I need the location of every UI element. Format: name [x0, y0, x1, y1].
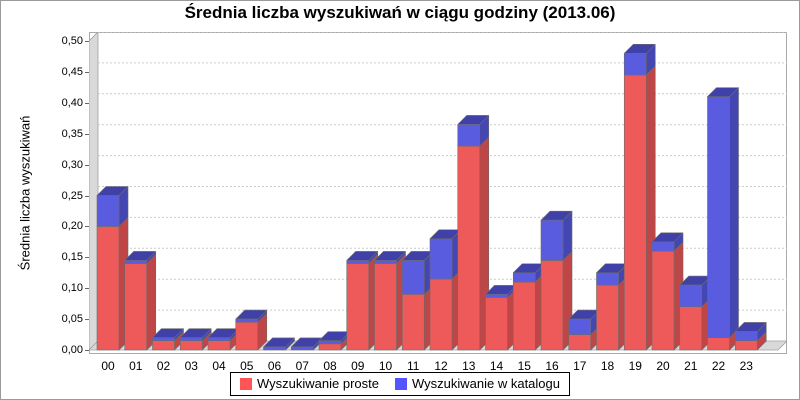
bar-12: [429, 229, 462, 351]
x-tick-label: 23: [739, 359, 753, 373]
bar-18: [596, 263, 628, 351]
x-tick-label: 15: [517, 359, 531, 373]
y-tick-mark: [85, 257, 89, 259]
legend-label: Wyszukiwanie w katalogu: [411, 376, 560, 391]
y-tick-label: 0,30: [61, 158, 83, 171]
bar-22: [707, 87, 739, 351]
x-tick-label: 06: [267, 359, 282, 373]
legend-item-katalog: Wyszukiwanie w katalogu: [394, 376, 560, 391]
y-tick-mark: [85, 133, 89, 135]
y-tick-label: 0,25: [61, 189, 83, 202]
bar-14: [485, 285, 517, 351]
x-tick-label: 22: [711, 359, 726, 373]
y-tick-label: 0,15: [61, 251, 83, 264]
bar-09: [346, 251, 379, 351]
legend-swatch-red: [240, 378, 252, 390]
y-tick-mark: [85, 350, 89, 351]
y-axis-title: Średnia liczba wyszukiwań: [17, 115, 33, 271]
y-tick-label: 0,40: [61, 96, 83, 109]
y-tick-mark: [85, 319, 89, 321]
bar-21: [679, 275, 712, 351]
x-tick-label: 05: [240, 359, 254, 373]
x-tick-label: 01: [129, 359, 143, 373]
bar-19: [623, 44, 656, 351]
y-tick-label: 0,35: [61, 127, 83, 140]
x-tick-label: 12: [434, 359, 448, 373]
bar-20: [651, 232, 684, 351]
x-tick-label: 08: [323, 359, 337, 373]
bar-10: [374, 251, 406, 351]
y-tick-mark: [85, 41, 89, 42]
y-tick-label: 0,05: [61, 313, 83, 326]
x-tick-label: 14: [489, 359, 504, 373]
y-tick-label: 0,45: [61, 65, 83, 78]
plot-area: [89, 32, 787, 354]
bar-13: [457, 115, 490, 351]
y-tick-label: 0,20: [61, 220, 83, 233]
x-tick-label: 11: [407, 359, 420, 373]
y-tick-mark: [85, 102, 89, 104]
x-tick-label: 10: [378, 359, 393, 373]
y-tick-label: 0,10: [61, 282, 83, 295]
y-tick-mark: [85, 195, 89, 197]
x-tick-label: 04: [212, 359, 226, 373]
bar-01: [124, 251, 157, 351]
y-tick-mark: [85, 226, 89, 228]
y-tick-mark: [85, 71, 89, 73]
y-tick-mark: [85, 288, 89, 290]
legend-label: Wyszukiwanie proste: [257, 376, 379, 391]
x-tick-label: 07: [295, 359, 309, 373]
bar-02: [152, 328, 184, 351]
y-tick-mark: [85, 164, 89, 166]
x-tick-label: 21: [684, 359, 698, 373]
x-tick-label: 17: [573, 359, 587, 373]
bar-06: [263, 337, 295, 351]
bar-05: [235, 309, 268, 351]
x-tick-label: 18: [600, 359, 615, 373]
bar-11: [401, 251, 434, 351]
legend: Wyszukiwanie proste Wyszukiwanie w katal…: [230, 372, 570, 396]
legend-swatch-blue: [394, 378, 407, 390]
x-tick-label: 13: [462, 359, 476, 373]
y-tick-label: 0,00: [61, 344, 83, 356]
x-tick-label: 02: [156, 359, 171, 373]
bar-17: [568, 309, 601, 351]
x-tick-label: 03: [184, 359, 198, 373]
x-tick-label: 00: [101, 359, 115, 373]
x-tick-label: 09: [351, 359, 365, 373]
x-tick-label: 20: [656, 359, 670, 373]
chart-title: Średnia liczba wyszukiwań w ciągu godzin…: [184, 3, 616, 22]
x-tick-label: 19: [628, 359, 642, 373]
bar-15: [512, 263, 545, 351]
y-tick-label: 0,50: [61, 35, 83, 47]
bar-16: [540, 210, 573, 351]
legend-item-proste: Wyszukiwanie proste: [240, 377, 379, 391]
bar-23: [734, 322, 767, 351]
x-tick-label: 16: [545, 359, 559, 373]
bar-00: [96, 186, 129, 351]
